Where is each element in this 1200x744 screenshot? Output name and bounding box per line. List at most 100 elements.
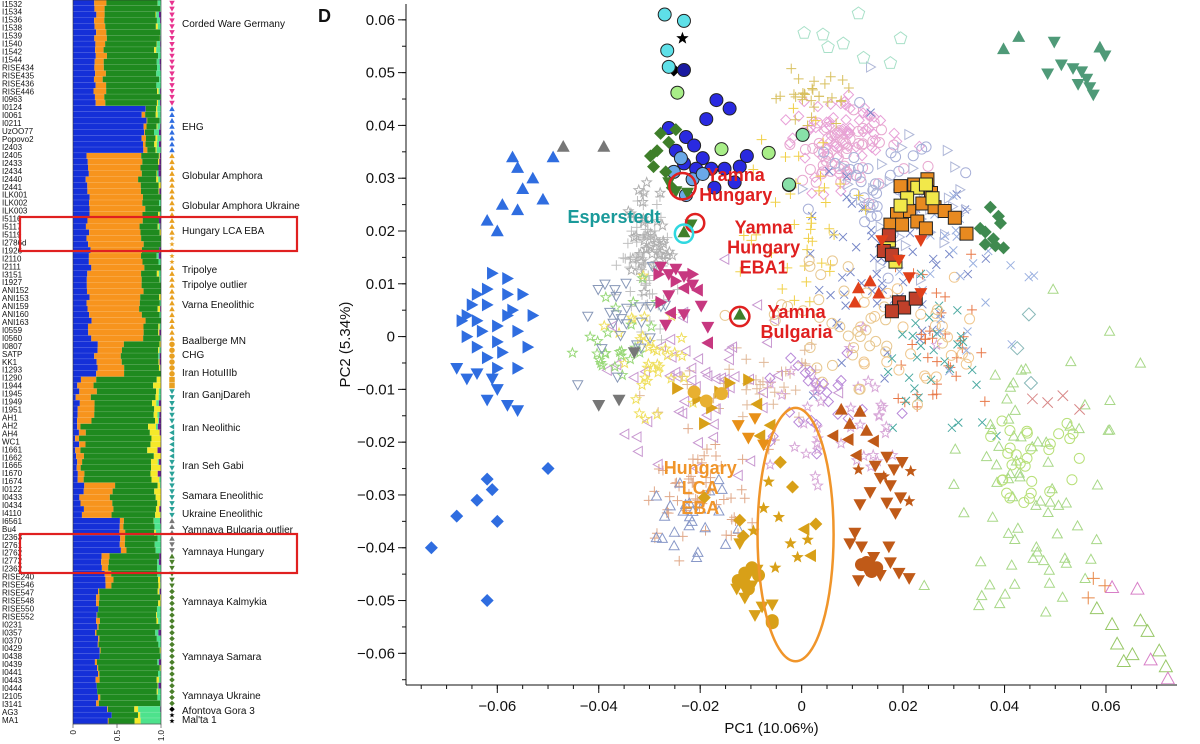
admixture-bar-segment xyxy=(157,682,159,689)
group-marker xyxy=(169,435,175,442)
admixture-bar-segment xyxy=(158,582,161,589)
data-point xyxy=(930,371,942,383)
admixture-bar-segment xyxy=(157,459,159,466)
sample-id-label: I0211 xyxy=(2,119,22,128)
y-axis-label: PC2 (5.34%) xyxy=(337,302,354,388)
admixture-bar-segment xyxy=(99,653,161,660)
data-point xyxy=(692,436,703,449)
admixture-bar-segment xyxy=(157,23,161,30)
data-point xyxy=(867,448,880,461)
admixture-bar-segment xyxy=(158,353,160,360)
data-point xyxy=(480,472,494,486)
group-marker xyxy=(169,323,175,329)
data-point xyxy=(674,477,686,488)
data-point xyxy=(908,331,918,341)
data-point xyxy=(643,149,657,163)
data-point xyxy=(640,176,653,188)
admixture-bar-segment xyxy=(73,170,89,177)
admixture-bar-segment xyxy=(81,512,112,519)
admixture-bar-segment xyxy=(121,347,159,354)
data-point xyxy=(1080,73,1094,86)
admixture-bar-segment xyxy=(73,588,99,595)
data-point xyxy=(975,589,988,601)
data-point xyxy=(618,428,630,440)
group-marker xyxy=(169,495,175,501)
data-point xyxy=(842,330,854,342)
data-point xyxy=(769,315,781,327)
admixture-bar-segment xyxy=(73,712,112,719)
data-point xyxy=(953,339,962,349)
data-point xyxy=(709,93,724,108)
admixture-bar-segment xyxy=(96,700,99,707)
data-point xyxy=(748,164,759,175)
sample-id-label: I2772 xyxy=(2,557,23,566)
y-tick-label: −0.02 xyxy=(357,434,395,451)
group-marker xyxy=(169,594,175,601)
admixture-bar-segment xyxy=(73,206,90,213)
data-point xyxy=(866,61,877,73)
group-marker xyxy=(169,688,175,695)
data-point xyxy=(1098,579,1112,593)
annotation-line: LCA xyxy=(682,478,719,498)
data-point xyxy=(1091,479,1104,490)
data-point xyxy=(659,319,673,332)
admixture-bar-segment xyxy=(99,647,101,654)
data-point xyxy=(809,76,820,87)
admixture-bar-segment xyxy=(157,576,161,584)
admixture-bar-segment xyxy=(157,123,161,130)
data-point xyxy=(763,418,776,432)
group-marker xyxy=(169,353,175,359)
group-marker xyxy=(169,247,175,253)
admixture-bar-segment xyxy=(153,517,161,525)
data-point xyxy=(908,162,920,175)
admixture-bar-segment xyxy=(159,417,161,425)
group-marker xyxy=(169,559,175,565)
admixture-bar-segment xyxy=(105,41,157,48)
data-point xyxy=(768,308,780,320)
data-point xyxy=(644,227,657,239)
data-point xyxy=(882,272,894,284)
admixture-bar-segment xyxy=(84,470,151,478)
data-point xyxy=(637,212,650,224)
group-marker xyxy=(169,141,175,147)
data-point xyxy=(655,324,666,335)
data-point xyxy=(800,447,813,460)
data-point xyxy=(753,429,766,443)
sample-id-label: I2403 xyxy=(2,143,23,152)
data-point xyxy=(511,405,525,417)
admixture-bar-segment xyxy=(155,23,158,30)
data-point xyxy=(1140,623,1155,637)
data-point xyxy=(750,397,763,411)
admixture-bar-segment xyxy=(73,359,97,366)
data-point xyxy=(708,418,719,431)
data-point xyxy=(939,228,951,241)
sample-id-label: RISE547 xyxy=(2,589,35,598)
data-point xyxy=(733,307,747,320)
data-point xyxy=(650,489,663,501)
data-point xyxy=(1060,496,1073,508)
data-point xyxy=(875,220,887,233)
data-point xyxy=(646,261,659,273)
admixture-bar-segment xyxy=(158,11,161,18)
admixture-bar-segment xyxy=(107,706,135,713)
group-marker xyxy=(169,223,175,229)
y-tick-label: 0.05 xyxy=(366,65,395,82)
admixture-bar-segment xyxy=(89,194,143,201)
data-point xyxy=(738,230,749,241)
data-point xyxy=(797,174,809,186)
data-point xyxy=(858,358,870,370)
data-point xyxy=(896,407,908,420)
data-point xyxy=(764,372,776,384)
sample-id-label: I0429 xyxy=(2,644,23,653)
admixture-bar-segment xyxy=(154,141,157,148)
admixture-bar-segment xyxy=(96,29,107,36)
admixture-bar-segment xyxy=(141,111,146,119)
data-point xyxy=(867,199,879,211)
data-point xyxy=(854,541,868,554)
data-point xyxy=(661,59,676,74)
data-point xyxy=(675,349,689,362)
admixture-bar-segment xyxy=(157,41,161,48)
admixture-bar-segment xyxy=(155,11,157,18)
admixture-bar-segment xyxy=(157,612,161,619)
data-point xyxy=(862,374,875,387)
